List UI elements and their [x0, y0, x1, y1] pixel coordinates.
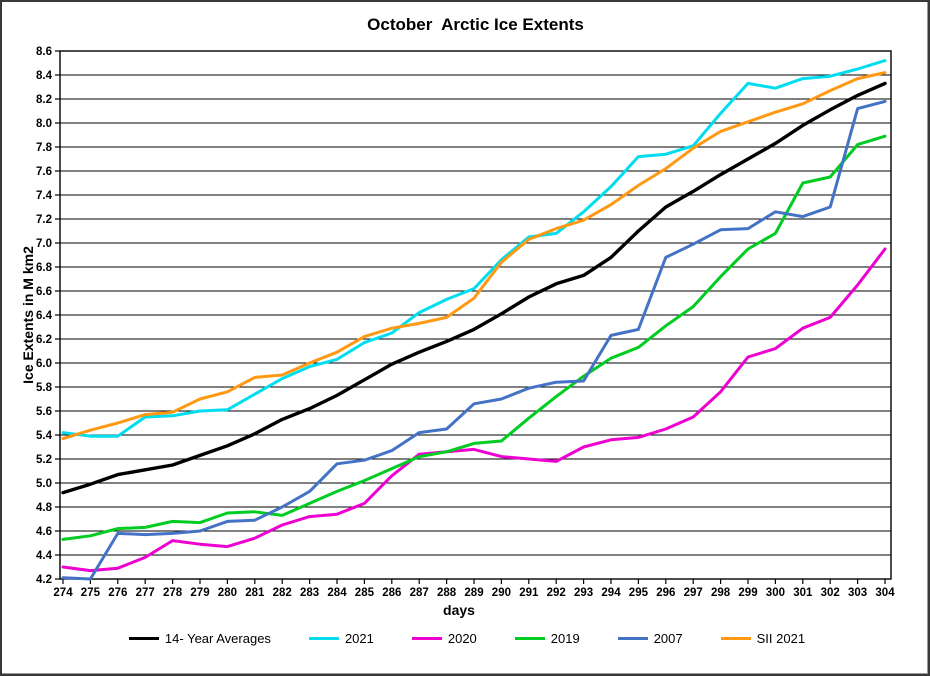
- svg-text:276: 276: [108, 587, 127, 599]
- svg-text:292: 292: [547, 587, 566, 599]
- svg-text:298: 298: [711, 587, 731, 599]
- svg-text:299: 299: [738, 587, 757, 599]
- svg-text:275: 275: [81, 587, 101, 599]
- series-line-2019: [61, 134, 887, 541]
- legend-label: 2007: [653, 631, 683, 646]
- svg-text:5.4: 5.4: [36, 430, 53, 442]
- series-line-sii-2021: [61, 71, 887, 441]
- svg-text:5.6: 5.6: [36, 406, 52, 418]
- legend-label: 2021: [344, 631, 374, 646]
- svg-text:296: 296: [656, 587, 675, 599]
- svg-text:7.8: 7.8: [36, 142, 53, 154]
- legend-item-2020: 2020: [411, 631, 477, 646]
- svg-text:304: 304: [875, 587, 895, 599]
- series-line-2021: [61, 59, 887, 438]
- legend-line-swatch: [514, 637, 545, 640]
- legend-line-swatch: [720, 637, 751, 640]
- x-axis-title: days: [443, 602, 475, 618]
- svg-text:8.0: 8.0: [36, 118, 52, 130]
- svg-text:283: 283: [300, 587, 319, 599]
- svg-text:274: 274: [53, 587, 73, 599]
- svg-text:7.0: 7.0: [36, 238, 52, 250]
- svg-text:293: 293: [574, 587, 593, 599]
- legend-label: SII 2021: [756, 631, 806, 646]
- series-line-14--year-averages: [61, 81, 887, 495]
- svg-text:8.4: 8.4: [36, 70, 53, 82]
- legend-line-swatch: [308, 637, 339, 640]
- svg-text:300: 300: [766, 587, 785, 599]
- svg-text:4.8: 4.8: [36, 502, 53, 514]
- x-axis-ticks: [62, 579, 886, 584]
- svg-text:4.6: 4.6: [36, 526, 52, 538]
- y-axis-ticks: [55, 50, 60, 580]
- svg-text:295: 295: [629, 587, 649, 599]
- svg-text:301: 301: [793, 587, 813, 599]
- svg-text:7.2: 7.2: [36, 214, 52, 226]
- svg-text:8.6: 8.6: [36, 46, 52, 58]
- legend: 14- Year Averages 2021 2020 2019 2007 SII 202…: [2, 631, 928, 646]
- svg-text:290: 290: [492, 587, 511, 599]
- legend-item-14--year-averages: 14- Year Averages: [128, 631, 271, 646]
- legend-item-sii-2021: SII 2021: [720, 631, 806, 646]
- svg-text:281: 281: [245, 587, 265, 599]
- legend-line-swatch: [128, 637, 159, 640]
- svg-text:5.8: 5.8: [36, 382, 53, 394]
- svg-text:286: 286: [382, 587, 401, 599]
- svg-text:6.2: 6.2: [36, 334, 52, 346]
- legend-item-2019: 2019: [514, 631, 580, 646]
- svg-text:5.0: 5.0: [36, 478, 52, 490]
- svg-text:302: 302: [821, 587, 840, 599]
- svg-text:6.6: 6.6: [36, 286, 52, 298]
- svg-text:6.4: 6.4: [36, 310, 53, 322]
- svg-text:294: 294: [601, 587, 621, 599]
- legend-item-2021: 2021: [308, 631, 374, 646]
- svg-text:7.6: 7.6: [36, 166, 52, 178]
- svg-text:303: 303: [848, 587, 867, 599]
- series-line-2020: [61, 247, 887, 573]
- svg-text:279: 279: [190, 587, 209, 599]
- legend-line-swatch: [411, 637, 442, 640]
- svg-text:5.2: 5.2: [36, 454, 52, 466]
- y-axis-tick-labels: 4.2 4.4 4.6 4.8 5.0 5.2 5.4 5.6 5.8 6.0 6.2 6.4 6.6 6…: [36, 46, 53, 586]
- legend-label: 14- Year Averages: [164, 631, 271, 646]
- svg-text:4.4: 4.4: [36, 550, 53, 562]
- svg-text:4.2: 4.2: [36, 574, 52, 586]
- series-line-2007: [61, 99, 887, 581]
- svg-text:280: 280: [218, 587, 237, 599]
- svg-text:284: 284: [327, 587, 347, 599]
- svg-text:285: 285: [355, 587, 375, 599]
- svg-text:297: 297: [684, 587, 703, 599]
- svg-text:8.2: 8.2: [36, 94, 52, 106]
- svg-text:288: 288: [437, 587, 457, 599]
- svg-text:282: 282: [273, 587, 292, 599]
- svg-text:6.8: 6.8: [36, 262, 53, 274]
- legend-label: 2020: [447, 631, 477, 646]
- svg-text:277: 277: [136, 587, 155, 599]
- legend-item-2007: 2007: [617, 631, 683, 646]
- gridlines: [60, 50, 891, 556]
- svg-text:278: 278: [163, 587, 183, 599]
- svg-text:287: 287: [410, 587, 429, 599]
- x-axis-tick-labels: 274 275 276 277 278 279 280 281 282 283 284 285 286 2…: [53, 587, 895, 599]
- legend-line-swatch: [617, 637, 648, 640]
- svg-text:289: 289: [464, 587, 483, 599]
- chart-title: October Arctic Ice Extents: [367, 15, 584, 34]
- svg-text:291: 291: [519, 587, 539, 599]
- legend-label: 2019: [550, 631, 580, 646]
- svg-text:6.0: 6.0: [36, 358, 52, 370]
- svg-text:7.4: 7.4: [36, 190, 53, 202]
